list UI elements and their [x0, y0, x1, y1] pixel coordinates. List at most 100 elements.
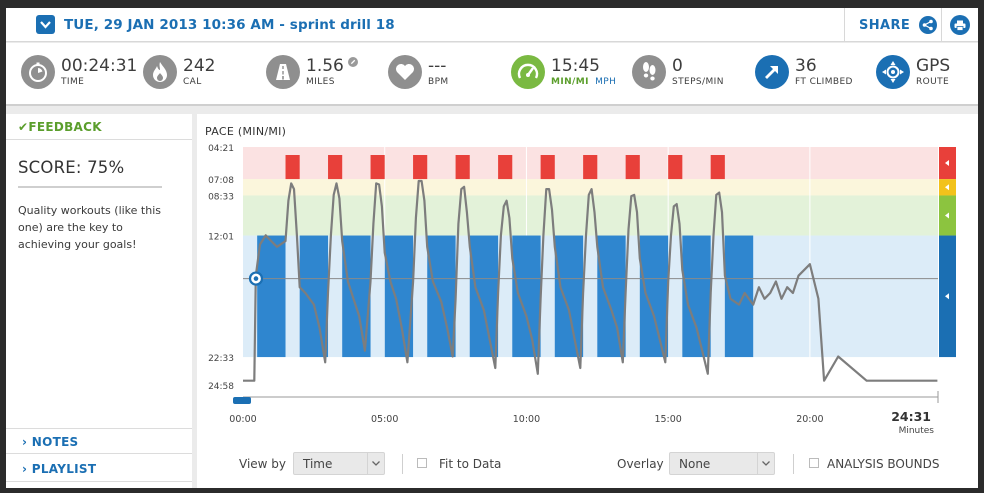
- x-tick-label: 10:00: [513, 414, 540, 425]
- flame-icon: [143, 55, 177, 89]
- stat-value: 1.56: [306, 56, 344, 76]
- analysis-bounds-label: ANALYSIS BOUNDS: [827, 457, 940, 471]
- chevron-down-icon: [367, 453, 384, 474]
- y-tick-label: 22:33: [208, 354, 234, 364]
- stat-value: 15:45: [551, 56, 600, 76]
- y-tick-label: 04:21: [208, 144, 234, 154]
- dropdown-menu-button[interactable]: [36, 15, 55, 34]
- pace-chart-panel: PACE (MIN/MI) 04:21 07:08 08:33 12:01 22:33 2…: [197, 114, 978, 488]
- zone-band-green: [243, 195, 938, 236]
- x-axis-title: Minutes: [899, 426, 935, 436]
- sprint-interval-marker: [625, 155, 640, 180]
- climb-arrow-icon: [755, 55, 789, 89]
- playlist-section-toggle[interactable]: › PLAYLIST: [6, 456, 192, 482]
- feedback-message: Quality workouts (like this one) are the…: [18, 204, 161, 251]
- fit-to-data-checkbox[interactable]: [417, 458, 427, 468]
- y-tick-label: 08:33: [208, 192, 234, 202]
- recovery-interval-bar: [512, 235, 541, 358]
- print-button[interactable]: [941, 8, 978, 42]
- sprint-interval-marker: [498, 155, 513, 180]
- printer-icon: [950, 15, 970, 35]
- chevron-right-icon: ›: [22, 435, 32, 449]
- footprints-icon: [632, 55, 666, 89]
- edit-distance-icon[interactable]: [348, 57, 358, 67]
- recovery-interval-bar: [469, 235, 499, 358]
- stat-value: 242: [183, 56, 216, 76]
- score-text: SCORE: 75%: [18, 158, 125, 177]
- sprint-interval-marker: [370, 155, 385, 180]
- session-title: TUE, 29 JAN 2013 10:36 AM - sprint drill…: [64, 17, 395, 33]
- heart-icon: [388, 55, 422, 89]
- header-bar: TUE, 29 JAN 2013 10:36 AM - sprint drill…: [6, 8, 978, 42]
- gps-icon: [876, 55, 910, 89]
- recovery-interval-bar: [597, 235, 626, 358]
- chart-title: PACE (MIN/MI): [205, 125, 287, 138]
- view-by-label: View by: [239, 457, 287, 471]
- chart-controls: View by Time Fit to Data Overlay None AN…: [197, 444, 978, 484]
- mph-unit[interactable]: MPH: [595, 77, 617, 87]
- x-end-label: 24:31: [891, 409, 931, 424]
- overlay-select[interactable]: None: [669, 452, 775, 475]
- divider: [18, 186, 162, 188]
- sprint-interval-marker: [668, 155, 683, 180]
- share-button[interactable]: SHARE: [844, 8, 938, 42]
- zone-arrow-icon: [945, 212, 949, 219]
- zone-arrow-icon: [945, 160, 949, 167]
- y-tick-label: 07:08: [208, 176, 234, 186]
- chevron-right-icon: ›: [22, 462, 32, 476]
- stat-label: FT CLIMBED: [795, 77, 853, 87]
- sprint-interval-marker: [455, 155, 470, 180]
- stats-bar: 00:24:31 TIME 242 CAL 1.56 MILES --- BPM: [6, 43, 978, 106]
- speedometer-icon: [511, 55, 545, 89]
- zone-arrow-icon: [945, 184, 949, 191]
- recovery-interval-bar: [639, 235, 669, 358]
- sprint-interval-marker: [540, 155, 555, 180]
- x-tick-label: 05:00: [371, 414, 398, 425]
- timeline-slider-handle[interactable]: [233, 397, 251, 404]
- recovery-interval-bar: [257, 235, 286, 358]
- feedback-heading: FEEDBACK: [28, 120, 102, 134]
- zone-arrow-icon: [945, 293, 949, 300]
- recovery-interval-bar: [554, 235, 584, 358]
- notes-section-toggle[interactable]: › NOTES: [6, 428, 192, 454]
- stat-label: CAL: [183, 77, 202, 87]
- fit-to-data-label: Fit to Data: [439, 457, 502, 471]
- notes-label: NOTES: [31, 435, 79, 449]
- feedback-toggle[interactable]: ✔FEEDBACK: [18, 120, 102, 134]
- stat-value: 36: [795, 56, 817, 76]
- share-label: SHARE: [859, 17, 911, 33]
- zone-band-yellow: [243, 179, 938, 196]
- app-frame: TUE, 29 JAN 2013 10:36 AM - sprint drill…: [6, 8, 978, 488]
- stat-label: BPM: [428, 77, 449, 87]
- stat-value: ---: [428, 56, 447, 76]
- stat-value: GPS: [916, 56, 951, 76]
- y-tick-label: 12:01: [208, 233, 234, 243]
- x-tick-label: 20:00: [796, 414, 823, 425]
- recovery-interval-bar: [427, 235, 456, 358]
- y-tick-label: 24:58: [208, 382, 234, 392]
- pace-unit-labels: MIN/MI MPH: [551, 77, 616, 87]
- stat-value: 0: [672, 56, 683, 76]
- feedback-panel: ✔FEEDBACK SCORE: 75% Quality workouts (l…: [6, 114, 192, 488]
- sprint-interval-marker: [413, 155, 428, 180]
- analysis-bounds-checkbox[interactable]: [809, 458, 819, 468]
- x-tick-label: 00:00: [229, 414, 256, 425]
- divider: [402, 454, 403, 474]
- sprint-interval-marker: [583, 155, 598, 180]
- stopwatch-icon: [21, 55, 55, 89]
- x-tick-label: 15:00: [654, 414, 681, 425]
- pace-series-line: [243, 179, 938, 382]
- min-per-mile-unit[interactable]: MIN/MI: [551, 77, 589, 87]
- divider: [6, 139, 192, 140]
- overlay-label: Overlay: [617, 457, 664, 471]
- stat-label: ROUTE: [916, 77, 950, 87]
- pace-chart[interactable]: 04:21 07:08 08:33 12:01 22:33 24:58 00:00 05:00…: [197, 114, 978, 444]
- playlist-label: PLAYLIST: [31, 462, 97, 476]
- chevron-down-icon: [40, 20, 51, 29]
- share-icon: [919, 16, 938, 34]
- road-icon: [266, 55, 300, 89]
- view-by-select[interactable]: Time: [293, 452, 385, 475]
- stat-value: 00:24:31: [61, 56, 138, 76]
- sprint-interval-marker: [710, 155, 725, 180]
- stat-label: STEPS/MIN: [672, 77, 724, 87]
